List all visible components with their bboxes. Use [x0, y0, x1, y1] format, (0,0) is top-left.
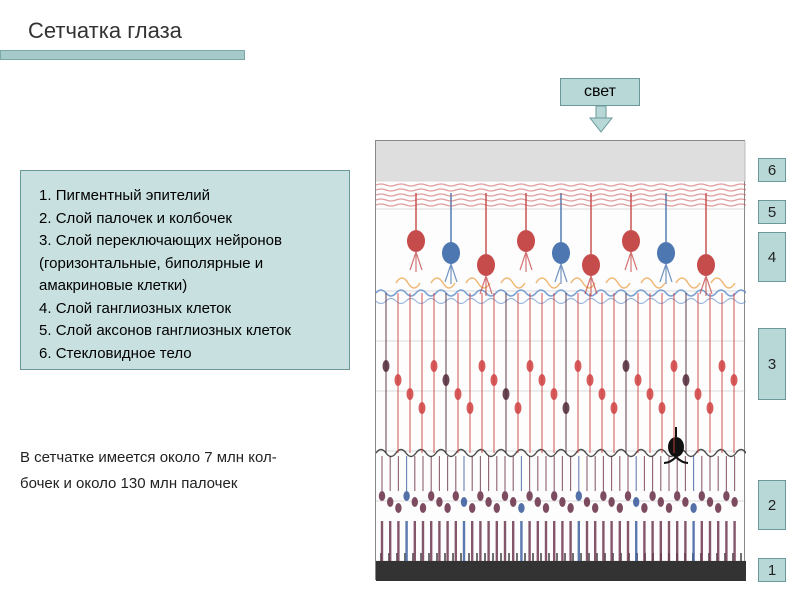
footnote-line: бочек и около 130 млн палочек [20, 471, 360, 497]
legend-item: Слой палочек и колбочек [39, 208, 339, 231]
title-underline [0, 50, 245, 60]
layer-number-label: 4 [758, 232, 786, 282]
legend-item: Слой переключающих нейронов (горизонталь… [39, 230, 339, 298]
light-label: свет [560, 78, 640, 106]
light-arrow-icon [588, 106, 614, 134]
layer-number-label: 3 [758, 328, 786, 400]
retina-svg [376, 141, 746, 581]
legend-item: Стекловидное тело [39, 343, 339, 366]
footnote: В сетчатке имеется около 7 млн кол- боче… [20, 445, 360, 496]
page-title: Сетчатка глаза [28, 18, 182, 44]
footnote-line: В сетчатке имеется около 7 млн кол- [20, 445, 360, 471]
legend-list: Пигментный эпителий Слой палочек и колбо… [35, 185, 339, 365]
layer-number-label: 6 [758, 158, 786, 182]
legend-item: Слой аксонов ганглиозных клеток [39, 320, 339, 343]
retina-diagram [375, 140, 745, 580]
layer-number-label: 1 [758, 558, 786, 582]
legend-item: Слой ганглиозных клеток [39, 298, 339, 321]
legend-box: Пигментный эпителий Слой палочек и колбо… [20, 170, 350, 370]
legend-item: Пигментный эпителий [39, 185, 339, 208]
layer-number-label: 5 [758, 200, 786, 224]
layer-number-label: 2 [758, 480, 786, 530]
